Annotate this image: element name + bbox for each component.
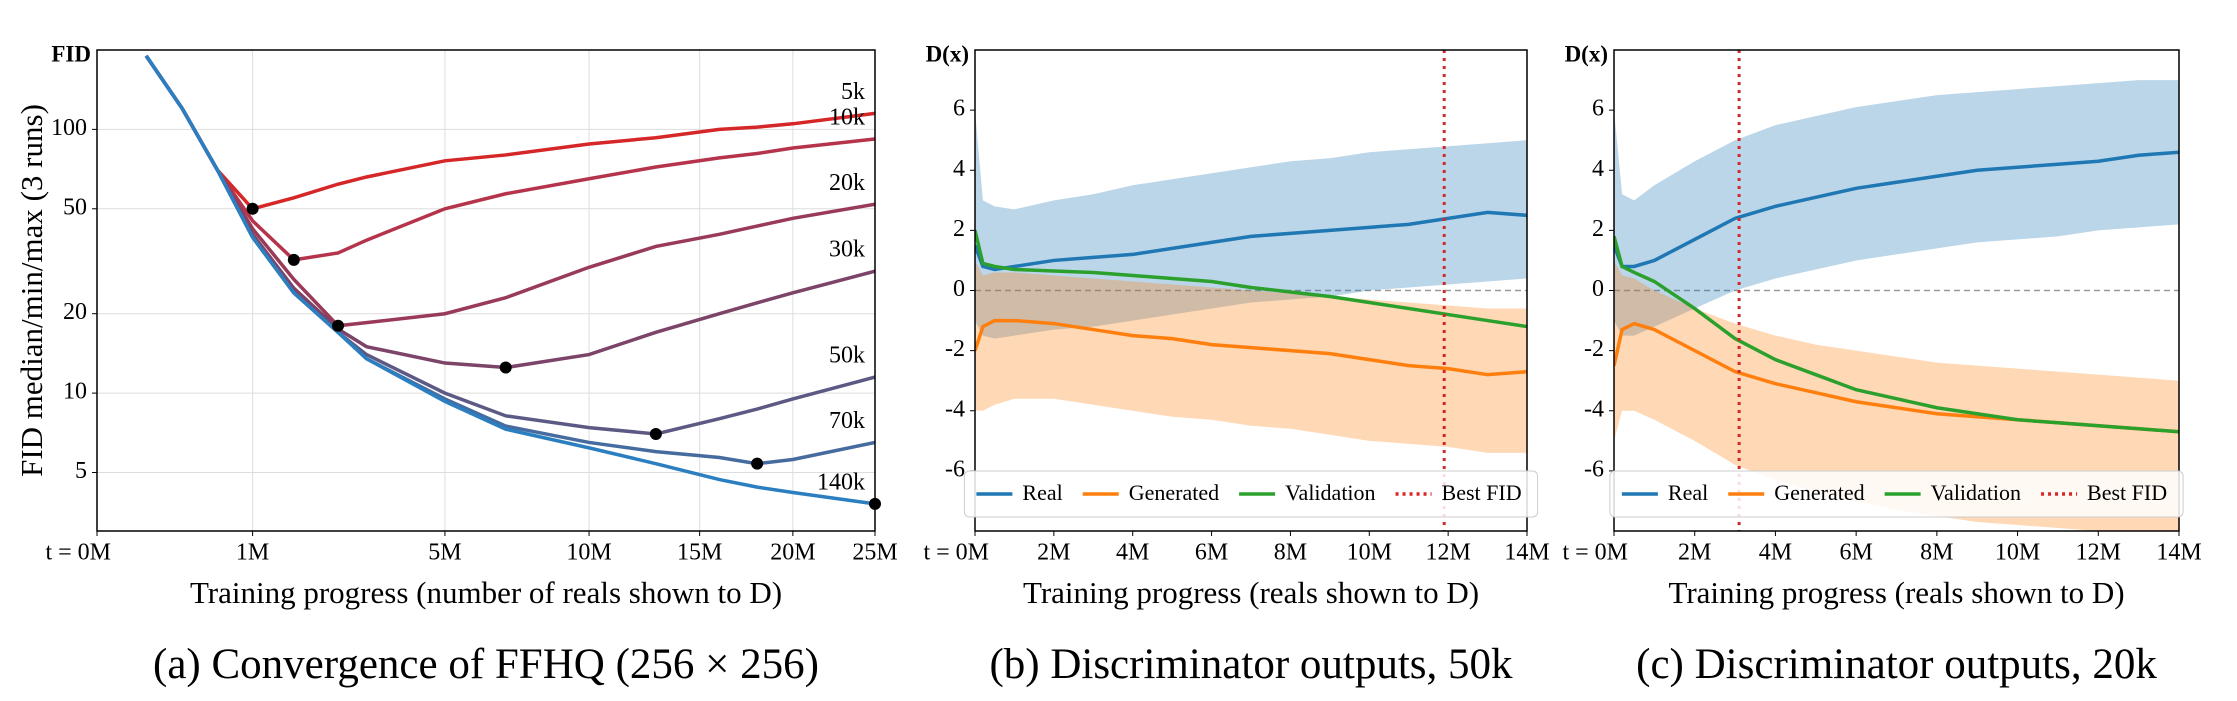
y-tick-label: 10 (63, 379, 87, 405)
legend-label: Validation (1931, 480, 2021, 505)
y-tick-label: 6 (1592, 96, 1604, 122)
x-tick-label: 10M (1347, 540, 1392, 566)
x-tick-label: 6M (1839, 540, 1872, 566)
series-line (144, 54, 875, 466)
y-tick-label: 20 (63, 299, 87, 325)
best-marker (649, 427, 662, 440)
x-tick-label: 8M (1274, 540, 1307, 566)
series-label: 20k (829, 170, 865, 196)
x-tick-label: 5M (428, 540, 461, 566)
series-line (144, 54, 875, 328)
x-tick-label: 10M (566, 540, 611, 566)
y-axis-label: FID median/min/max (3 runs) (14, 104, 49, 477)
x-tick-label: 14M (2156, 540, 2201, 566)
series-label: 140k (817, 469, 865, 495)
band (1614, 80, 2179, 336)
x-tick-label: 12M (2076, 540, 2121, 566)
axes-frame (96, 49, 876, 532)
best-marker (751, 457, 764, 470)
best-marker (246, 202, 259, 215)
series-line (144, 54, 875, 436)
y-tick-label: -2 (1584, 336, 1604, 362)
series-label: 70k (829, 408, 865, 434)
band (1614, 260, 2179, 531)
y-unit: FID (51, 41, 91, 66)
x-tick-label: 15M (677, 540, 722, 566)
best-marker (287, 253, 300, 266)
caption: (c) Discriminator outputs, 20k (1636, 641, 2157, 688)
y-tick-label: -4 (945, 396, 965, 422)
best-marker (499, 361, 512, 374)
x-tick-label: 2M (1678, 540, 1711, 566)
legend-label: Generated (1774, 480, 1864, 505)
caption: (b) Discriminator outputs, 50k (989, 641, 1513, 688)
x-tick-label: 14M (1504, 540, 1549, 566)
x-axis-label: Training progress (reals shown to D) (1668, 575, 2124, 610)
series-label: 50k (829, 343, 865, 369)
x-tick-label: 12M (1425, 540, 1470, 566)
x-tick-label: t = 0M (923, 540, 989, 566)
legend-label: Real (1022, 480, 1062, 505)
x-tick-label: t = 0M (1562, 540, 1628, 566)
y-tick-label: 0 (1592, 276, 1604, 302)
y-tick-label: 4 (953, 156, 965, 182)
axes-frame (1613, 49, 2180, 532)
legend-label: Generated (1129, 480, 1219, 505)
series-line (975, 229, 1527, 329)
series-line (144, 54, 875, 506)
y-tick-label: 50 (63, 194, 87, 220)
y-tick-label: 2 (1592, 216, 1604, 242)
caption: (a) Convergence of FFHQ (256 × 256) (153, 641, 819, 688)
legend-label: Validation (1285, 480, 1375, 505)
legend-label: Best FID (1442, 480, 1522, 505)
x-tick-label: 4M (1116, 540, 1149, 566)
y-tick-label: 100 (51, 115, 87, 141)
plot-area (97, 50, 875, 531)
legend: Real Generated Validation Best FID (1609, 470, 2184, 518)
y-tick-label: -6 (945, 456, 965, 482)
plot-area (1614, 50, 2179, 531)
y-tick-label: 0 (953, 276, 965, 302)
band (975, 260, 1527, 453)
series-line (1614, 235, 2179, 434)
best-marker (332, 319, 345, 332)
series-label: 5k (841, 79, 865, 105)
y-tick-label: -6 (1584, 456, 1604, 482)
series-line (975, 318, 1527, 377)
series-label: 10k (829, 104, 865, 130)
y-unit: D(x) (1565, 41, 1608, 66)
plot-area (975, 50, 1527, 531)
band (975, 110, 1527, 339)
series-label: 30k (829, 237, 865, 263)
x-axis-label: Training progress (number of reals shown… (190, 575, 782, 610)
x-tick-label: t = 0M (45, 540, 111, 566)
y-tick-label: -2 (945, 336, 965, 362)
legend-label: Real (1668, 480, 1708, 505)
y-tick-label: 5 (75, 458, 87, 484)
axes-frame (974, 49, 1528, 532)
y-tick-label: 2 (953, 216, 965, 242)
y-tick-label: 4 (1592, 156, 1604, 182)
series-line (1614, 150, 2179, 269)
x-tick-label: 10M (1995, 540, 2040, 566)
x-tick-label: 25M (852, 540, 897, 566)
x-tick-label: 6M (1195, 540, 1228, 566)
y-tick-label: -4 (1584, 396, 1604, 422)
x-tick-label: 4M (1759, 540, 1792, 566)
y-unit: D(x) (926, 41, 969, 66)
x-axis-label: Training progress (reals shown to D) (1023, 575, 1479, 610)
legend-label: Best FID (2087, 480, 2167, 505)
x-tick-label: 1M (236, 540, 269, 566)
y-tick-label: 6 (953, 96, 965, 122)
series-line (144, 54, 875, 262)
x-tick-label: 2M (1037, 540, 1070, 566)
x-tick-label: 8M (1920, 540, 1953, 566)
legend: Real Generated Validation Best FID (963, 470, 1539, 518)
x-tick-label: 20M (770, 540, 815, 566)
series-line (144, 54, 875, 211)
